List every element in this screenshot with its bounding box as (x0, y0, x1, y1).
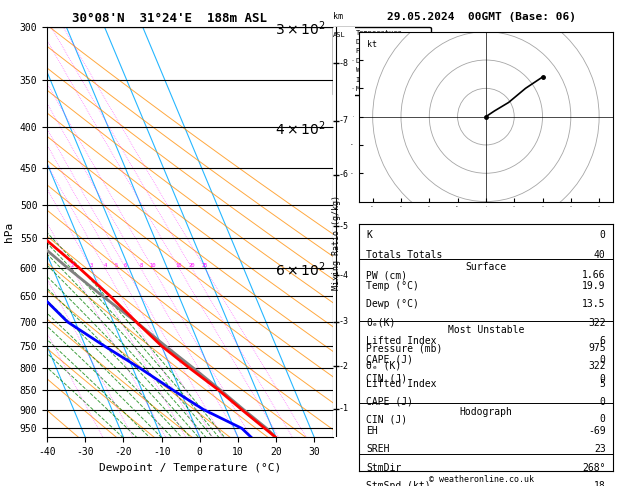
Text: -8: -8 (339, 59, 349, 68)
Text: Temp (°C): Temp (°C) (366, 280, 419, 291)
Text: kt: kt (367, 40, 377, 49)
Text: Surface: Surface (465, 262, 506, 272)
Text: -5: -5 (339, 222, 349, 231)
Text: 4: 4 (104, 263, 107, 268)
Text: 18: 18 (594, 481, 606, 486)
Text: 13.5: 13.5 (582, 299, 606, 309)
Text: 30°08'N  31°24'E  188m ASL: 30°08'N 31°24'E 188m ASL (72, 12, 267, 25)
Text: 0: 0 (600, 397, 606, 407)
Text: EH: EH (366, 426, 378, 435)
Text: θₑ (K): θₑ (K) (366, 361, 401, 371)
Text: 1LCL: 1LCL (335, 422, 352, 428)
Text: 5: 5 (600, 379, 606, 389)
X-axis label: Dewpoint / Temperature (°C): Dewpoint / Temperature (°C) (99, 463, 281, 473)
Text: 23: 23 (594, 444, 606, 454)
Text: CIN (J): CIN (J) (366, 374, 408, 383)
Text: SREH: SREH (366, 444, 390, 454)
Text: 40: 40 (594, 250, 606, 260)
Text: 1.66: 1.66 (582, 270, 606, 280)
Text: 29.05.2024  00GMT (Base: 06): 29.05.2024 00GMT (Base: 06) (387, 12, 576, 22)
Text: 3: 3 (89, 263, 92, 268)
Text: -1: -1 (339, 404, 349, 413)
Text: Mixing Ratio (g/kg): Mixing Ratio (g/kg) (332, 195, 341, 291)
Text: StmSpd (kt): StmSpd (kt) (366, 481, 431, 486)
Text: 2: 2 (70, 263, 74, 268)
Text: 322: 322 (588, 361, 606, 371)
Text: 268°: 268° (582, 463, 606, 473)
Text: 20: 20 (189, 263, 195, 268)
Text: CAPE (J): CAPE (J) (366, 397, 413, 407)
Text: km: km (333, 12, 343, 21)
Text: 0: 0 (600, 415, 606, 424)
Legend: Temperature, Dewpoint, Parcel Trajectory, Dry Adiabat, Wet Adiabat, Isotherm, Mi: Temperature, Dewpoint, Parcel Trajectory… (333, 27, 431, 95)
Text: ASL: ASL (333, 32, 346, 38)
Text: 10: 10 (150, 263, 156, 268)
Text: CIN (J): CIN (J) (366, 415, 408, 424)
Text: Pressure (mb): Pressure (mb) (366, 343, 443, 353)
Text: 975: 975 (588, 343, 606, 353)
Text: 19.9: 19.9 (582, 280, 606, 291)
Text: Hodograph: Hodograph (459, 407, 513, 417)
Text: 5: 5 (114, 263, 118, 268)
Text: 0: 0 (600, 355, 606, 365)
Text: 322: 322 (588, 318, 606, 328)
Text: -4: -4 (339, 271, 349, 279)
Text: θₑ(K): θₑ(K) (366, 318, 396, 328)
Text: K: K (366, 230, 372, 240)
Text: -7: -7 (339, 116, 349, 125)
Text: 25: 25 (202, 263, 208, 268)
Text: Most Unstable: Most Unstable (448, 325, 524, 335)
Text: Lifted Index: Lifted Index (366, 379, 437, 389)
Text: 16: 16 (175, 263, 182, 268)
Text: PW (cm): PW (cm) (366, 270, 408, 280)
Text: Lifted Index: Lifted Index (366, 336, 437, 347)
Text: 0: 0 (600, 374, 606, 383)
Text: 8: 8 (139, 263, 142, 268)
Text: Dewp (°C): Dewp (°C) (366, 299, 419, 309)
Text: -6: -6 (339, 171, 349, 179)
Text: 0: 0 (600, 230, 606, 240)
Text: StmDir: StmDir (366, 463, 401, 473)
Text: CAPE (J): CAPE (J) (366, 355, 413, 365)
Text: 6: 6 (600, 336, 606, 347)
Text: -69: -69 (588, 426, 606, 435)
Text: Totals Totals: Totals Totals (366, 250, 443, 260)
Text: -2: -2 (339, 362, 349, 371)
Text: -3: -3 (339, 317, 349, 327)
Text: 6: 6 (124, 263, 127, 268)
Text: © weatheronline.co.uk: © weatheronline.co.uk (429, 474, 533, 484)
Y-axis label: hPa: hPa (4, 222, 14, 242)
